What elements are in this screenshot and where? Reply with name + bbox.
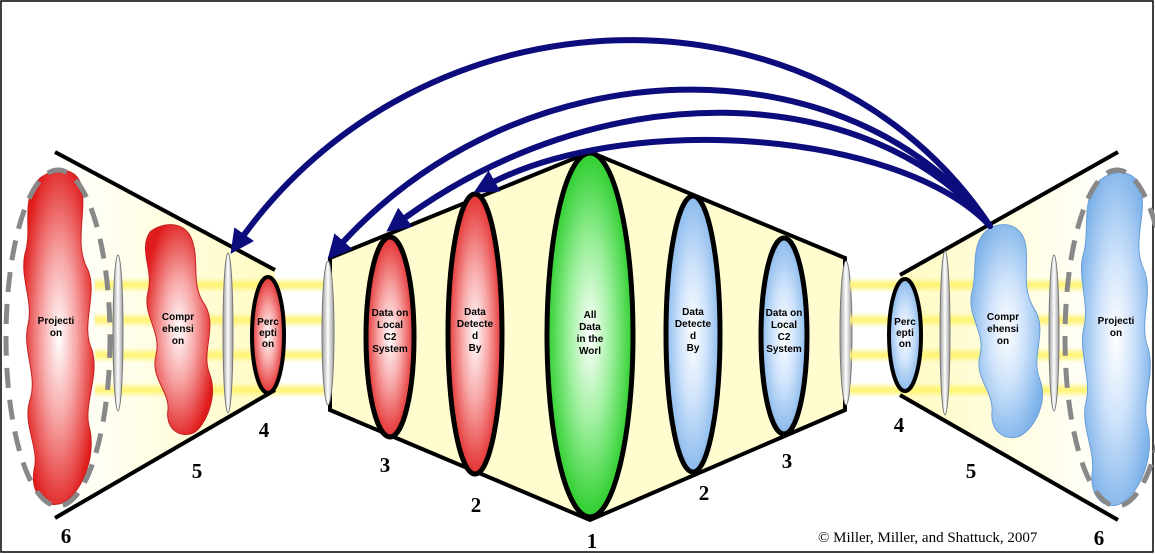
feedback-arrows [230, 37, 993, 260]
right-data-local-label-4: System [766, 344, 802, 355]
right-perception-label-1: Perc [894, 317, 916, 328]
number-5-left: 5 [192, 459, 203, 483]
left-perception-label-2: epti [259, 328, 277, 339]
right-dashed-oval [1062, 167, 1155, 509]
right-perception-ellipse [887, 277, 923, 393]
right-projection-label-1: Projecti [1098, 316, 1135, 327]
left-data-local-label-3: C2 [384, 332, 397, 343]
left-projection-label-2: on [50, 328, 62, 339]
center-label-1: All [584, 310, 597, 321]
number-3-left: 3 [380, 453, 391, 477]
right-perception-label-2: epti [896, 328, 914, 339]
right-comprehension-label-1: Compr [987, 312, 1019, 323]
center-lens-right [839, 260, 853, 406]
right-data-local-ellipse [758, 235, 810, 437]
number-4-left: 4 [259, 418, 270, 442]
left-comprehension-label-3: on [172, 336, 184, 347]
arrow-to-left-perception [230, 37, 993, 254]
left-projection-blob [23, 169, 95, 505]
left-data-local-ellipse [363, 234, 417, 440]
left-comprehension-blob [144, 224, 213, 435]
left-cone-edge-bottom [53, 388, 277, 520]
left-data-detected-ellipse [445, 191, 505, 477]
left-data-local-label-1: Data on [372, 308, 409, 319]
right-perception-label-3: on [899, 339, 911, 350]
left-comprehension-label-1: Compr [162, 312, 194, 323]
arrow-to-left-data-local [327, 86, 993, 260]
right-data-detected-label-1: Data [682, 307, 704, 318]
left-data-detected-label-2: Detecte [457, 319, 494, 330]
center-label-3: in the [577, 334, 604, 345]
right-data-local-label-3: C2 [778, 332, 791, 343]
right-lens-1 [939, 250, 951, 416]
number-6-right: 6 [1094, 526, 1105, 550]
right-data-detected-label-2: Detecte [675, 319, 712, 330]
center-label-2: Data [579, 322, 601, 333]
right-cone-edge-top [899, 150, 1119, 277]
arrow-to-left-data-detected [473, 136, 993, 229]
number-2-left: 2 [471, 493, 482, 517]
left-lens-2 [222, 252, 234, 414]
center-lens-left [321, 260, 335, 406]
left-perception-label-1: Perc [257, 317, 279, 328]
center-label-4: Worl [579, 346, 601, 357]
right-lens-2 [1048, 254, 1060, 412]
right-comprehension-label-2: ehensi [987, 324, 1019, 335]
left-projection-label-1: Projecti [38, 316, 75, 327]
left-perception-label-3: on [262, 339, 274, 350]
left-data-detected-label-4: By [469, 343, 482, 354]
right-data-local-label-1: Data on [766, 308, 803, 319]
number-6-left: 6 [61, 524, 72, 548]
right-comprehension-label-3: on [997, 336, 1009, 347]
right-projection-label-2: on [1110, 328, 1122, 339]
right-cone-edge-bottom [899, 393, 1119, 522]
left-perception-ellipse [250, 275, 286, 395]
number-1: 1 [587, 529, 598, 553]
left-data-local-label-2: Local [377, 320, 403, 331]
left-data-detected-label-3: d [472, 331, 478, 342]
left-comprehension-label-2: ehensi [162, 324, 194, 335]
number-4-right: 4 [894, 413, 905, 437]
left-lens-1 [112, 254, 124, 412]
right-data-detected-ellipse [663, 193, 723, 475]
right-data-detected-label-4: By [687, 343, 700, 354]
left-data-detected-label-1: Data [464, 307, 486, 318]
number-5-right: 5 [966, 459, 977, 483]
number-3-right: 3 [782, 449, 793, 473]
copyright-text: © Miller, Miller, and Shattuck, 2007 [818, 530, 1038, 546]
arrow-to-left-data-local-ellipse [386, 109, 993, 232]
left-data-local-label-4: System [372, 344, 408, 355]
right-data-detected-label-3: d [690, 331, 696, 342]
number-2-right: 2 [699, 481, 710, 505]
right-data-local-label-2: Local [771, 320, 797, 331]
right-projection-blob [1080, 172, 1151, 506]
right-comprehension-blob [970, 224, 1043, 438]
left-dashed-oval [3, 167, 113, 509]
